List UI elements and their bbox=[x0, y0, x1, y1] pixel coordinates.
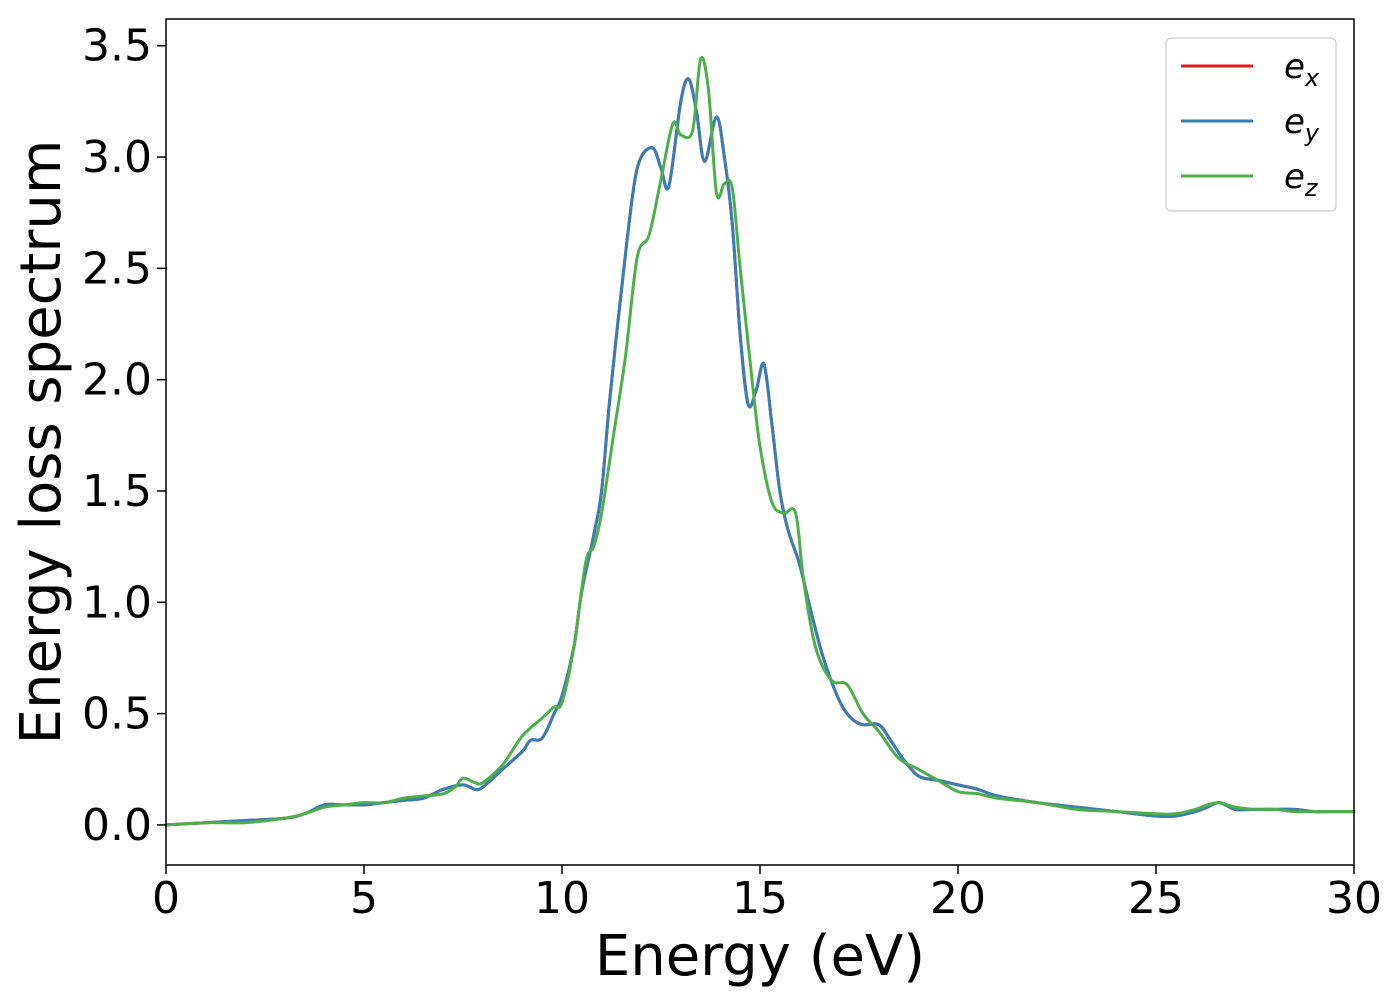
legend-box bbox=[1165, 37, 1337, 212]
x-axis-ticks: 0 5 10 15 20 25 30 bbox=[152, 865, 1382, 924]
y-tick-label: 3.5 bbox=[82, 21, 152, 72]
y-tick-label: 3.0 bbox=[82, 132, 152, 183]
x-tick-label: 25 bbox=[1128, 873, 1184, 924]
x-tick-label: 5 bbox=[350, 873, 378, 924]
x-tick-label: 30 bbox=[1326, 873, 1382, 924]
legend-label-ey: ey bbox=[1284, 102, 1320, 147]
legend-label-ex: ex bbox=[1284, 47, 1320, 92]
series-line-ez bbox=[164, 56, 1356, 827]
x-tick-label: 0 bbox=[152, 873, 180, 924]
y-tick-label: 1.0 bbox=[82, 577, 152, 628]
y-axis-label: Energy loss spectrum bbox=[9, 140, 74, 745]
y-tick-label: 0.0 bbox=[82, 800, 152, 851]
y-tick-label: 1.5 bbox=[82, 466, 152, 517]
x-tick-label: 15 bbox=[732, 873, 788, 924]
y-tick-label: 0.5 bbox=[82, 689, 152, 740]
legend-label-ez: ez bbox=[1284, 157, 1319, 202]
x-tick-label: 20 bbox=[930, 873, 986, 924]
series-layer bbox=[164, 56, 1356, 827]
series-line-ey bbox=[164, 77, 1356, 827]
x-tick-label: 10 bbox=[534, 873, 590, 924]
legend: ex ey ez bbox=[1165, 37, 1337, 212]
y-tick-label: 2.5 bbox=[82, 243, 152, 294]
y-axis-ticks: 0.0 0.5 1.0 1.5 2.0 2.5 3.0 3.5 bbox=[82, 21, 166, 851]
y-tick-label: 2.0 bbox=[82, 355, 152, 406]
x-axis-label: Energy (eV) bbox=[595, 924, 925, 989]
